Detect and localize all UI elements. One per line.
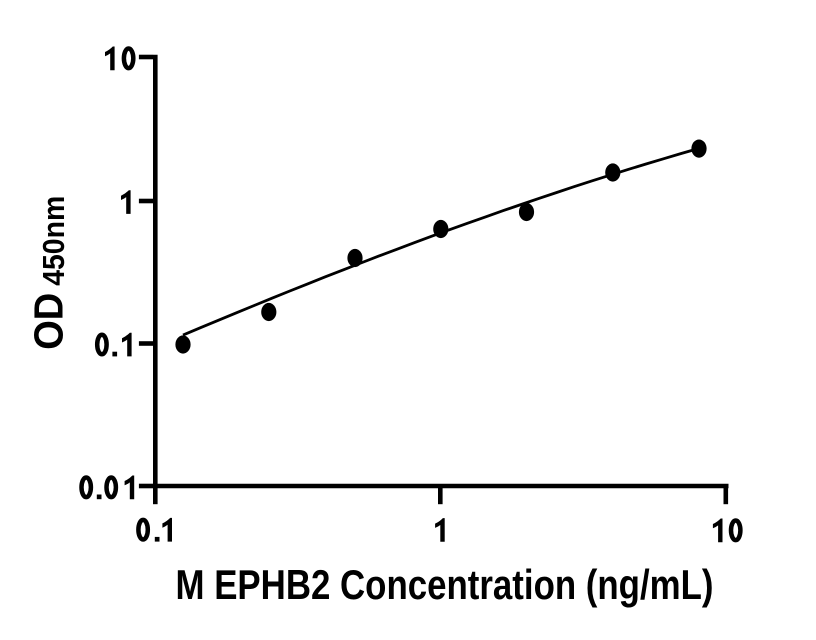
svg-text:M EPHB2 Concentration (ng/mL): M EPHB2 Concentration (ng/mL) <box>176 561 714 608</box>
svg-text:OD: OD <box>26 293 72 350</box>
svg-text:450nm: 450nm <box>37 196 71 286</box>
